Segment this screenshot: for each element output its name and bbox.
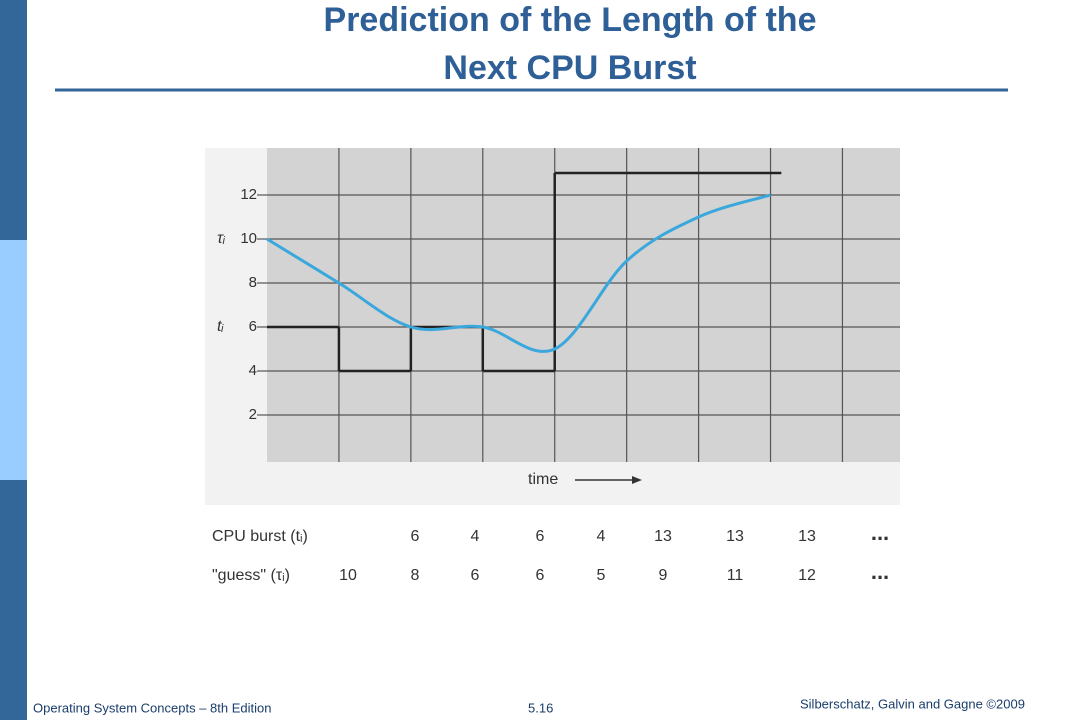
sidebar bbox=[0, 240, 27, 480]
x-label: time bbox=[528, 471, 558, 488]
table-value: 13 bbox=[798, 528, 816, 545]
y-label: tᵢ bbox=[217, 318, 224, 335]
footer: Operating System Concepts – 8th Edition bbox=[33, 700, 271, 715]
table-value: 8 bbox=[411, 567, 420, 584]
table-value: 6 bbox=[536, 528, 545, 545]
guess-line bbox=[266, 193, 771, 353]
sidebar bbox=[0, 480, 27, 720]
footer: Silberschatz, Galvin and Gagne ©2009 bbox=[800, 696, 1025, 711]
table-value: 11 bbox=[727, 567, 744, 584]
row-label: "guess" (τᵢ) bbox=[212, 567, 290, 584]
y-tick-label: 8 bbox=[249, 274, 257, 291]
footer: 5.16 bbox=[528, 700, 553, 715]
title: Next CPU Burst bbox=[443, 49, 696, 87]
ellipsis: ... bbox=[871, 520, 889, 545]
table-value: 13 bbox=[654, 528, 672, 545]
y-tick-label: 12 bbox=[240, 186, 257, 203]
table-value: 5 bbox=[597, 567, 606, 584]
table-value: 6 bbox=[536, 567, 545, 584]
y-tick-label: 10 bbox=[240, 230, 257, 247]
y-tick-label: 2 bbox=[249, 406, 257, 423]
table-value: 6 bbox=[471, 567, 480, 584]
chart: 2 4 6 8 10 12 τᵢ tᵢ time CPU burst (tᵢ) 6 4 6 4 13 13 13… bbox=[212, 148, 900, 584]
y-tick-label: 6 bbox=[249, 318, 257, 335]
table-value: 4 bbox=[597, 528, 606, 545]
row-label: CPU burst (tᵢ) bbox=[212, 528, 308, 545]
table-value: 4 bbox=[471, 528, 480, 545]
ellipsis: ... bbox=[871, 559, 889, 584]
sidebar bbox=[0, 0, 27, 240]
title: Prediction of the Length of the bbox=[324, 1, 817, 39]
x-arrow-head bbox=[632, 476, 642, 484]
table-value: 6 bbox=[411, 528, 420, 545]
y-label: τᵢ bbox=[217, 230, 226, 247]
y-tick-label: 4 bbox=[249, 362, 257, 379]
table-value: 13 bbox=[726, 528, 744, 545]
table-value: 12 bbox=[798, 567, 816, 584]
table-value: 10 bbox=[339, 567, 357, 584]
table-value: 9 bbox=[659, 567, 668, 584]
